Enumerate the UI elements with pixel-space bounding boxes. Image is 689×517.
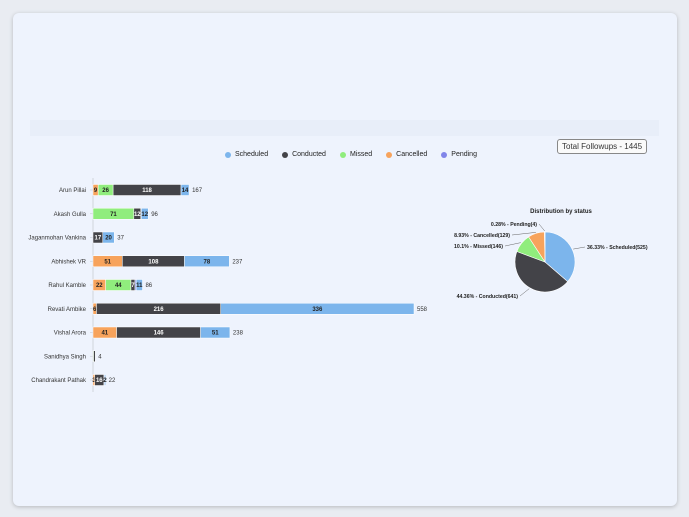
segment-value-label: 26 [102,188,109,194]
category-label: Arun Pillai [59,188,86,194]
bar-total-label: 4 [98,354,102,360]
segment-value-label: 9 [94,188,98,194]
pie-slice-label: 10.1% - Missed(146) [454,244,503,250]
bar-segment-scheduled[interactable] [102,231,115,244]
bar-total-label: 167 [192,188,203,194]
pie-slice-pending[interactable] [544,231,546,263]
scheduled-dot-icon [225,151,231,158]
bar-total-label: 22 [109,378,116,384]
segment-value-label: 44 [115,283,122,289]
legend-item-conducted[interactable]: Conducted [282,151,326,158]
pie-connector [573,246,586,250]
segment-value-label: 2 [103,378,107,384]
category-label: Abhishek VR [51,259,86,265]
segment-value-label: 17 [95,236,102,242]
pie-slice-conducted[interactable] [514,251,569,293]
segment-value-label: 108 [148,259,159,265]
segment-value-label: 20 [105,236,112,242]
bar-segment-scheduled[interactable] [135,279,143,291]
segment-value-label: 3 [92,378,96,384]
pie-slice-label: 36.33% - Scheduled(525) [587,245,648,251]
pie-slice-label: 8.93% - Cancelled(129) [454,233,510,239]
legend-label: Missed [349,151,373,158]
segment-value-label: 71 [110,212,117,218]
segment-value-label: 41 [101,331,108,337]
category-label: Jaganmohan Vankina [28,236,86,242]
category-label: Chandrakant Pathak [31,378,87,384]
pending-dot-icon [441,151,448,158]
category-label: Vishal Arora [54,331,87,337]
legend-label: Pending [451,151,477,158]
legend-item-cancelled[interactable]: Cancelled [386,151,427,158]
missed-dot-icon [339,151,346,158]
legend-item-pending[interactable]: Pending [441,151,477,158]
legend-label: Conducted [292,151,326,158]
pie-connector [538,223,545,232]
bar-segment-scheduled[interactable] [104,374,106,386]
bar-total-label: 96 [151,212,158,218]
legend-item-scheduled[interactable]: Scheduled [225,151,268,158]
conducted-dot-icon [282,151,289,158]
segment-value-label: 12 [134,212,141,218]
bar-segment-scheduled[interactable] [220,303,415,315]
bar-segment-scheduled[interactable] [141,208,149,220]
pie-slice-label: 0.28% - Pending(4) [491,222,537,228]
bar-segment-conducted[interactable] [93,350,96,362]
bar-total-label: 86 [145,283,152,289]
segment-value-label: 216 [154,307,165,313]
category-label: Sanidhya Singh [44,354,86,360]
segment-value-label: 22 [96,283,103,289]
legend-label: Scheduled [235,151,269,158]
segment-value-label: 12 [141,212,148,218]
pie-slice-label: 44.36% - Conducted(641) [457,294,519,300]
pie-slice-scheduled[interactable] [544,231,576,283]
cancelled-dot-icon [386,151,393,158]
pie-connector [504,242,521,247]
segment-value-label: 7 [131,283,135,289]
legend-item-missed[interactable]: Missed [339,151,373,158]
segment-value-label: 14 [182,188,189,194]
header-strip [30,120,659,136]
segment-value-label: 51 [104,259,111,265]
bar-segment-scheduled[interactable] [180,184,190,196]
chart-legend: Scheduled Conducted Missed Cancelled Pen… [225,151,477,158]
pie-title: Distribution by status [530,209,592,215]
segment-value-label: 51 [212,331,219,337]
segment-value-label: 16 [96,378,103,384]
segment-value-label: 78 [204,259,211,265]
category-label: Revati Ambike [48,307,87,313]
segment-value-label: 118 [142,188,152,194]
segment-value-label: 6 [93,307,97,313]
legend-label: Cancelled [396,151,428,158]
bar-total-label: 237 [232,259,243,265]
bar-segment-scheduled[interactable] [200,326,231,339]
pie-connector [511,232,536,236]
category-label: Akash Gulla [54,212,87,218]
bar-total-label: 558 [417,307,428,313]
segment-value-label: 11 [136,283,143,289]
segment-value-label: 146 [154,331,165,337]
category-label: Rahul Kamble [48,283,86,289]
bar-total-label: 238 [233,331,244,337]
bar-segment-scheduled[interactable] [184,255,230,267]
total-followups-badge: Total Followups - 1445 [557,139,648,154]
pie-connector [519,288,530,297]
segment-value-label: 336 [312,307,323,313]
bar-total-label: 37 [117,236,124,242]
